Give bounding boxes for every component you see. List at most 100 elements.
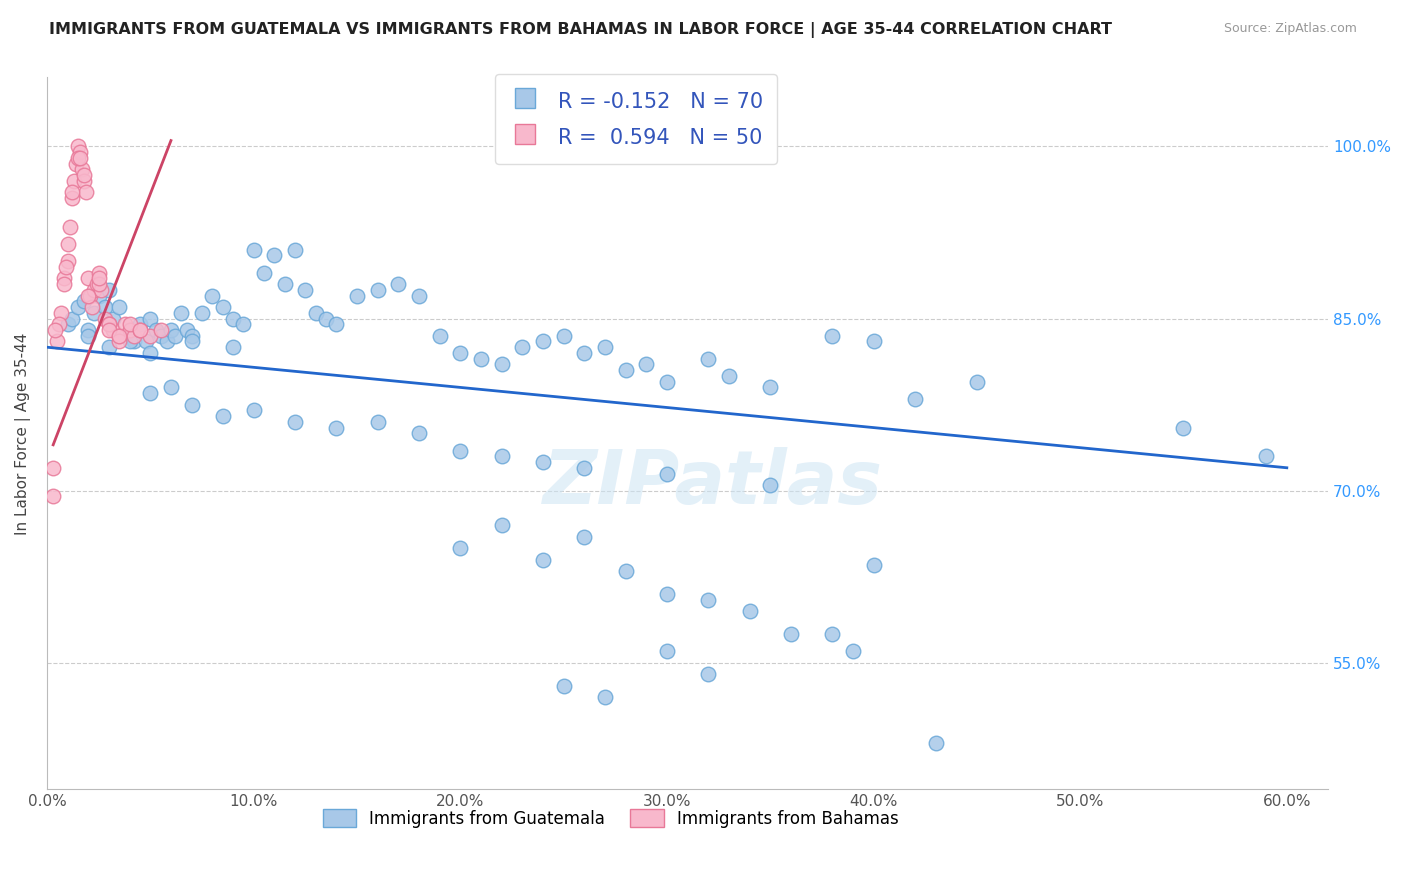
Point (97, 283, 120, 297)
Point (97, 318, 120, 332)
Point (222, 311, 245, 326)
Point (655, 375, 678, 389)
Point (842, 644, 865, 658)
Point (367, 415, 389, 429)
Point (156, 334, 179, 349)
Point (79, 288, 101, 302)
Point (170, 306, 193, 320)
Point (108, 328, 131, 343)
Point (966, 375, 988, 389)
Point (232, 318, 254, 332)
Point (48, 318, 70, 332)
Point (122, 334, 145, 349)
Point (97, 340, 120, 354)
Point (101, 311, 124, 326)
Point (51, 306, 73, 320)
Point (66, 151, 89, 165)
Point (59, 219, 82, 234)
Point (574, 460, 596, 475)
Point (273, 277, 295, 291)
Point (759, 380, 782, 394)
Point (1256, 450, 1278, 464)
Point (73, 174, 96, 188)
Point (180, 398, 202, 412)
Point (717, 368, 740, 383)
Point (122, 328, 145, 343)
Point (108, 334, 131, 349)
Point (56, 318, 79, 332)
Point (87, 266, 110, 280)
Point (73, 294, 96, 309)
Point (86, 277, 108, 291)
Point (367, 283, 389, 297)
Point (87, 288, 110, 302)
Point (69, 151, 91, 165)
Point (325, 318, 347, 332)
Point (574, 346, 596, 360)
Point (165, 328, 187, 343)
Point (118, 334, 141, 349)
Point (70, 162, 93, 177)
Point (149, 328, 172, 343)
Point (531, 455, 554, 469)
Point (553, 679, 575, 693)
Point (429, 328, 451, 343)
Point (77, 323, 100, 337)
Point (108, 300, 131, 314)
Point (346, 288, 368, 302)
Point (42, 460, 65, 475)
Point (139, 328, 162, 343)
Point (63, 174, 86, 188)
Point (553, 328, 575, 343)
Point (145, 323, 167, 337)
Point (176, 323, 198, 337)
Point (593, 690, 616, 705)
Point (118, 323, 141, 337)
Point (139, 311, 162, 326)
Text: Source: ZipAtlas.com: Source: ZipAtlas.com (1223, 22, 1357, 36)
Point (222, 340, 245, 354)
Point (449, 346, 471, 360)
Point (60, 191, 83, 205)
Point (75, 186, 97, 200)
Point (491, 450, 513, 464)
Point (46, 334, 69, 349)
Point (655, 467, 678, 481)
Point (491, 518, 513, 533)
Point (87, 277, 110, 291)
Point (97, 318, 120, 332)
Point (66, 300, 89, 314)
Point (90, 283, 112, 297)
Point (60, 186, 83, 200)
Point (180, 334, 202, 349)
Point (531, 552, 554, 566)
Point (408, 288, 430, 302)
Point (94, 311, 117, 326)
Point (83, 306, 105, 320)
Point (211, 300, 233, 314)
Point (139, 386, 162, 401)
Point (614, 363, 637, 377)
Point (77, 328, 100, 343)
Point (108, 328, 131, 343)
Point (114, 328, 136, 343)
Legend: Immigrants from Guatemala, Immigrants from Bahamas: Immigrants from Guatemala, Immigrants fr… (316, 803, 905, 834)
Point (242, 403, 264, 417)
Point (56, 254, 79, 268)
Point (118, 318, 141, 332)
Point (304, 306, 326, 320)
Point (387, 277, 409, 291)
Point (862, 334, 884, 349)
Point (60, 311, 83, 326)
Point (491, 358, 513, 372)
Point (66, 139, 89, 153)
Point (697, 351, 720, 366)
Point (69, 145, 91, 159)
Point (655, 644, 678, 658)
Point (263, 248, 285, 262)
Point (284, 415, 307, 429)
Point (1173, 420, 1195, 434)
Point (129, 323, 152, 337)
Point (449, 541, 471, 555)
Point (408, 426, 430, 441)
